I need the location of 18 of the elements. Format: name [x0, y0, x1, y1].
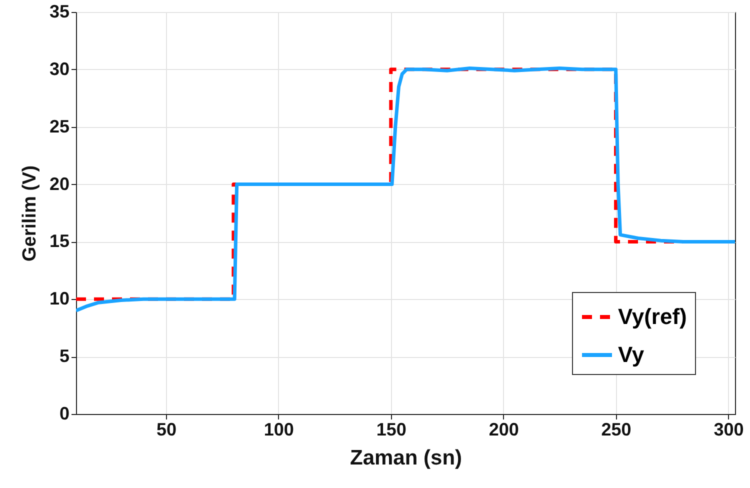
y-tick-label: 10	[49, 288, 70, 309]
y-tick-label: 25	[49, 116, 70, 136]
x-tick-label: 50	[156, 420, 176, 440]
y-axis-title: Gerilim (V)	[19, 165, 40, 262]
x-tick-label: 300	[714, 420, 744, 440]
legend-label: Vy	[618, 342, 645, 367]
y-tick-label: 20	[49, 174, 70, 194]
y-tick-label: 0	[59, 404, 70, 424]
y-tick-label: 35	[49, 2, 70, 22]
x-tick-label: 250	[601, 420, 632, 440]
x-tick-label: 100	[264, 420, 294, 440]
x-axis-title: Zaman (sn)	[350, 446, 462, 470]
y-tick-label: 5	[59, 346, 70, 366]
x-tick-label: 150	[376, 420, 406, 440]
y-tick-label: 15	[49, 231, 70, 252]
x-tick-label: 200	[488, 420, 519, 440]
legend-label: Vy(ref)	[618, 304, 687, 329]
y-tick-label: 30	[49, 58, 70, 79]
